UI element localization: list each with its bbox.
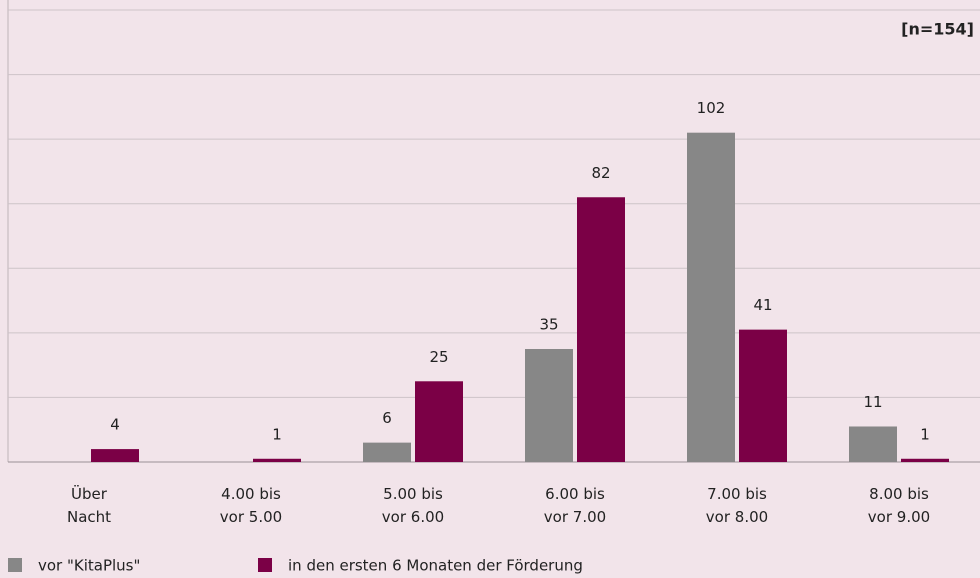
annotation: [n=154] — [901, 20, 974, 39]
x-tick-label: 6.00 bis vor 7.00 — [544, 485, 606, 526]
plot-background — [8, 0, 980, 540]
x-tick-label: 7.00 bis vor 8.00 — [706, 485, 768, 526]
x-tick-label: 8.00 bis vor 9.00 — [868, 485, 930, 526]
value-label: 1 — [272, 425, 282, 443]
bar — [577, 197, 625, 462]
bar — [687, 132, 735, 462]
x-tick-label: Über Nacht — [67, 484, 111, 526]
bar — [525, 349, 573, 462]
legend-background — [0, 540, 980, 578]
x-tick-label: 5.00 bis vor 6.00 — [382, 485, 444, 526]
left-margin — [0, 0, 8, 540]
value-label: 102 — [697, 99, 726, 117]
bar — [415, 381, 463, 462]
value-label: 1 — [920, 425, 930, 443]
value-label: 35 — [539, 316, 558, 334]
legend-swatch — [8, 558, 22, 572]
value-label: 25 — [429, 348, 448, 366]
bar — [91, 449, 139, 462]
bar — [253, 458, 301, 462]
bar — [849, 426, 897, 462]
value-label: 4 — [110, 416, 120, 434]
value-label: 11 — [863, 393, 882, 411]
legend-label: vor "KitaPlus" — [38, 557, 140, 575]
bar — [363, 442, 411, 462]
bar — [739, 329, 787, 462]
legend-swatch — [258, 558, 272, 572]
legend-label: in den ersten 6 Monaten der Förderung — [288, 557, 583, 575]
x-tick-label: 4.00 bis vor 5.00 — [220, 485, 282, 526]
bar — [901, 458, 949, 462]
value-label: 41 — [753, 296, 772, 314]
value-label: 82 — [591, 164, 610, 182]
value-label: 6 — [382, 409, 392, 427]
